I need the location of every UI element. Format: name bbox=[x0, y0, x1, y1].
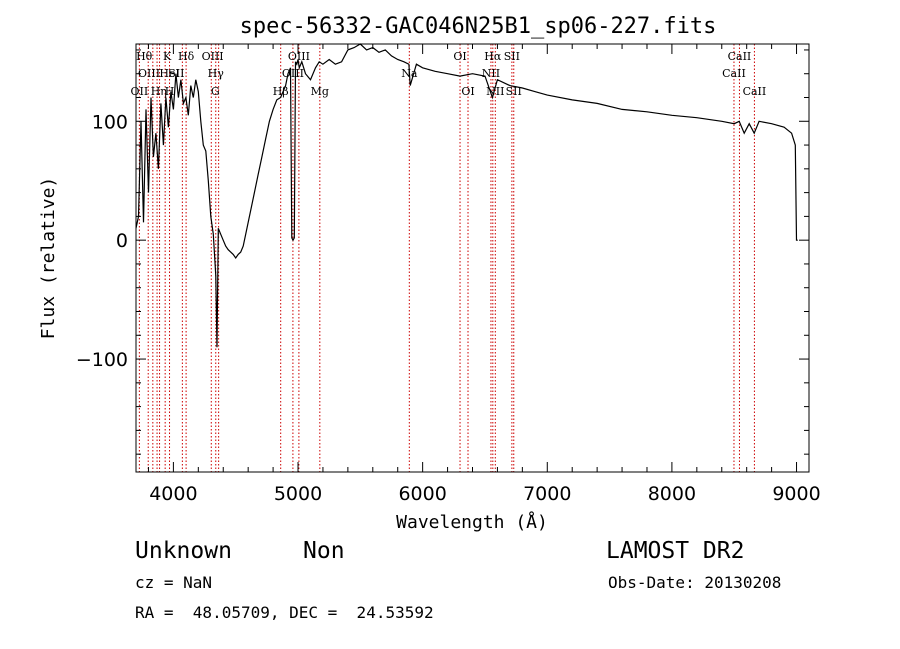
x-tick-label-1: 5000 bbox=[274, 483, 322, 505]
spectrum-plot: spec-56332-GAC046N25B1_sp06-227.fits OII… bbox=[38, 14, 821, 533]
line-label-0: OII bbox=[131, 85, 149, 98]
line-label-17: OI bbox=[453, 50, 466, 63]
object-subclass: Non bbox=[303, 538, 345, 564]
chart-title: spec-56332-GAC046N25B1_sp06-227.fits bbox=[240, 14, 717, 39]
line-label-23: SII bbox=[506, 85, 522, 98]
x-tick-label-0: 4000 bbox=[149, 483, 197, 505]
line-label-18: OI bbox=[461, 85, 474, 98]
observation-date: Obs-Date: 20130208 bbox=[608, 573, 782, 592]
redshift-value: cz = NaN bbox=[135, 573, 213, 592]
line-label-10: Hγ bbox=[208, 67, 225, 80]
line-label-7: SII bbox=[168, 67, 184, 80]
x-axis-ticks: 4000 5000 6000 7000 8000 9000 bbox=[147, 44, 821, 505]
x-tick-label-5: 9000 bbox=[772, 483, 820, 505]
line-label-1: Hθ bbox=[136, 50, 153, 63]
line-label-20: NII bbox=[482, 67, 500, 80]
line-label-11: G bbox=[211, 85, 220, 98]
spectrum-line bbox=[135, 43, 798, 348]
survey-name: LAMOST DR2 bbox=[606, 538, 745, 564]
line-label-4: K bbox=[163, 50, 172, 63]
y-tick-label-2: 100 bbox=[92, 111, 128, 133]
line-label-6: HeI bbox=[159, 67, 179, 80]
line-label-5: H bbox=[165, 85, 175, 98]
line-label-14: OIII bbox=[282, 67, 304, 80]
y-tick-label-1: 0 bbox=[116, 230, 128, 252]
line-label-22: SII bbox=[504, 50, 520, 63]
line-label-24: CaII bbox=[728, 50, 752, 63]
x-tick-label-2: 6000 bbox=[398, 483, 446, 505]
line-label-9: OIII bbox=[202, 50, 224, 63]
line-label-15: Mg bbox=[311, 85, 329, 98]
line-label-13: OIII bbox=[288, 50, 310, 63]
x-tick-label-3: 7000 bbox=[523, 483, 571, 505]
line-label-2: OIII bbox=[138, 67, 160, 80]
emission-line-markers bbox=[138, 44, 755, 472]
plot-frame bbox=[135, 43, 810, 473]
object-class: Unknown bbox=[135, 538, 232, 564]
x-tick-label-4: 8000 bbox=[648, 483, 696, 505]
y-axis-label: Flux (relative) bbox=[38, 177, 59, 340]
line-label-8: Hδ bbox=[178, 50, 195, 63]
line-label-25: CaII bbox=[722, 67, 746, 80]
line-label-21: NII bbox=[486, 85, 504, 98]
coordinates: RA = 48.05709, DEC = 24.53592 bbox=[135, 603, 434, 622]
y-tick-label-0: −100 bbox=[76, 349, 128, 371]
y-axis-ticks: −100 0 100 bbox=[76, 49, 809, 455]
line-label-26: CaII bbox=[743, 85, 767, 98]
line-label-3: Hη bbox=[151, 85, 167, 98]
x-axis-label: Wavelength (Å) bbox=[396, 511, 548, 533]
line-label-19: Hα bbox=[484, 50, 502, 63]
